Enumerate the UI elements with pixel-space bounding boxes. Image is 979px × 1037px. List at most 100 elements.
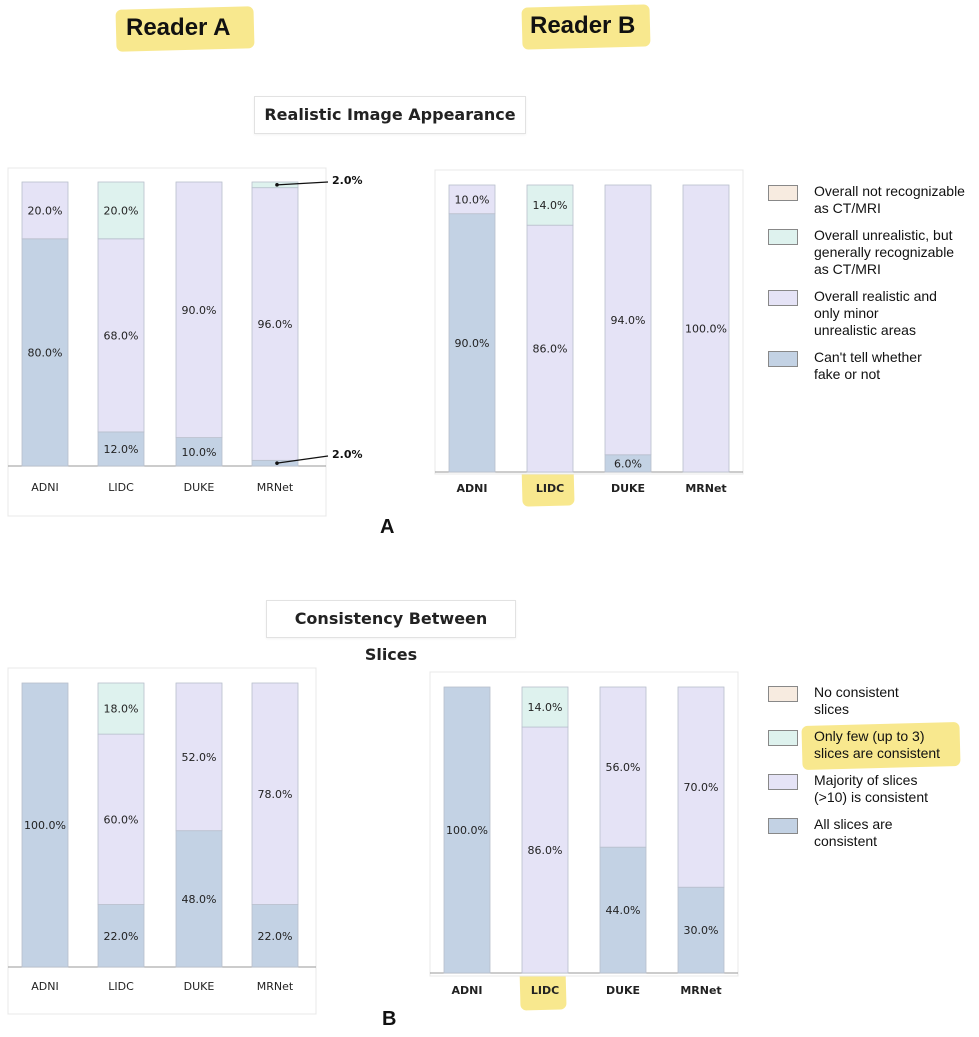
chart-consistency-reader-a: 100.0% ADNI 22.0% 60.0% 18.0% LIDC 48.0% 52.0% D… xyxy=(7,667,317,1015)
data-label: 20.0% xyxy=(104,204,139,217)
legend-swatch xyxy=(768,730,798,746)
bar-segment xyxy=(21,181,69,240)
bar-segment xyxy=(175,181,223,439)
data-label: 100.0% xyxy=(24,819,66,832)
data-label: 96.0% xyxy=(258,318,293,331)
legend-label: Overall unrealistic, but generally recog… xyxy=(814,227,955,277)
bar-segment xyxy=(97,904,145,968)
bar-segment xyxy=(599,686,647,848)
legend-item: Only few (up to 3) slices are consistent xyxy=(768,728,968,762)
callout-label: 2.0% xyxy=(332,448,363,461)
callout-arrow xyxy=(276,455,329,464)
bar-segment xyxy=(97,733,145,905)
data-label: 10.0% xyxy=(455,193,490,206)
bar-segment xyxy=(21,682,69,968)
x-tick-label: LIDC xyxy=(108,980,134,993)
x-tick-label: LIDC xyxy=(108,481,134,494)
bar-segment xyxy=(682,184,730,473)
x-tick-label: LIDC xyxy=(531,984,559,997)
panel-letter-b: B xyxy=(382,1008,397,1030)
data-label: 14.0% xyxy=(533,199,568,212)
section-b-title: Consistency Between Slices xyxy=(266,600,516,664)
legend-item: Majority of slices (>10) is consistent xyxy=(768,772,968,806)
bar-segment xyxy=(526,184,574,226)
callout-arrow xyxy=(276,181,329,186)
bar-segment xyxy=(175,437,223,467)
bar-segment xyxy=(251,187,299,461)
x-tick-label: LIDC xyxy=(536,482,564,495)
data-label: 94.0% xyxy=(611,314,646,327)
x-tick-label: DUKE xyxy=(606,984,640,997)
bar-segment xyxy=(97,238,145,433)
data-label: 18.0% xyxy=(104,703,139,716)
callout-arrowhead xyxy=(275,183,279,187)
legend-swatch xyxy=(768,774,798,790)
x-tick-label: ADNI xyxy=(31,980,58,993)
bar-segment xyxy=(175,682,223,832)
legend-label: No consistent slices xyxy=(814,684,899,717)
section-a-title: Realistic Image Appearance xyxy=(254,96,526,134)
bar-segment xyxy=(599,846,647,974)
x-tick-label: MRNet xyxy=(685,482,726,495)
bar-segment xyxy=(97,431,145,467)
chart-realistic-reader-a: 80.0% 20.0% ADNI 12.0% 68.0% 20.0% LIDC 10.0% 90… xyxy=(7,167,363,517)
data-label: 10.0% xyxy=(182,446,217,459)
data-label: 6.0% xyxy=(614,457,642,470)
data-label: 30.0% xyxy=(684,924,719,937)
legend-label: Can't tell whether fake or not xyxy=(814,349,922,382)
data-label: 100.0% xyxy=(446,824,488,837)
legend-swatch xyxy=(768,185,798,201)
bar-segment xyxy=(251,682,299,905)
x-tick-label: DUKE xyxy=(184,980,215,993)
data-label: 68.0% xyxy=(104,329,139,342)
legend-swatch xyxy=(768,818,798,834)
reader-b-header: Reader B xyxy=(530,12,636,39)
x-tick-label: ADNI xyxy=(457,482,488,495)
bar-segment xyxy=(97,181,145,240)
data-label: 90.0% xyxy=(182,304,217,317)
bar-segment xyxy=(448,213,496,473)
legend-item: Can't tell whether fake or not xyxy=(768,349,978,383)
data-label: 90.0% xyxy=(455,337,490,350)
bar-segment xyxy=(251,181,299,189)
x-tick-label: DUKE xyxy=(611,482,645,495)
x-tick-label: DUKE xyxy=(184,481,215,494)
legend-swatch xyxy=(768,290,798,306)
legend-swatch xyxy=(768,686,798,702)
x-tick-label: ADNI xyxy=(452,984,483,997)
legend-label: All slices are consistent xyxy=(814,816,893,849)
legend-item: No consistent slices xyxy=(768,684,968,718)
bar-segment xyxy=(604,184,652,456)
bar-segment xyxy=(526,224,574,473)
bar-segment xyxy=(251,904,299,968)
legend-item: All slices are consistent xyxy=(768,816,968,850)
chart-realistic-reader-b: 90.0% 10.0% ADNI 86.0% 14.0% LIDC 6.0% 94.0% DUK… xyxy=(434,169,744,495)
data-label: 22.0% xyxy=(258,930,293,943)
legend-swatch xyxy=(768,351,798,367)
legend-item: Overall not recognizable as CT/MRI xyxy=(768,183,978,217)
reader-a-header: Reader A xyxy=(126,14,231,41)
data-label: 52.0% xyxy=(182,751,217,764)
legend-realistic: Overall not recognizable as CT/MRI Overa… xyxy=(768,183,978,393)
bar-segment xyxy=(21,238,69,467)
x-tick-label: MRNet xyxy=(680,984,721,997)
bar-segment xyxy=(677,886,725,974)
panel-letter-a: A xyxy=(380,516,395,538)
legend-label: Majority of slices (>10) is consistent xyxy=(814,772,928,805)
x-tick-label: ADNI xyxy=(31,481,58,494)
legend-label: Overall not recognizable as CT/MRI xyxy=(814,183,965,216)
legend-swatch xyxy=(768,229,798,245)
legend-label: Overall realistic and only minor unreali… xyxy=(814,288,937,338)
legend-item: Overall unrealistic, but generally recog… xyxy=(768,227,978,278)
data-label: 86.0% xyxy=(528,844,563,857)
bar-segment xyxy=(448,184,496,215)
data-label: 14.0% xyxy=(528,701,563,714)
bar-segment xyxy=(521,686,569,728)
data-label: 70.0% xyxy=(684,781,719,794)
data-label: 20.0% xyxy=(28,204,63,217)
data-label: 44.0% xyxy=(606,904,641,917)
callout-arrowhead xyxy=(275,461,279,465)
data-label: 100.0% xyxy=(685,323,727,336)
bar-segment xyxy=(677,686,725,888)
data-label: 80.0% xyxy=(28,346,63,359)
